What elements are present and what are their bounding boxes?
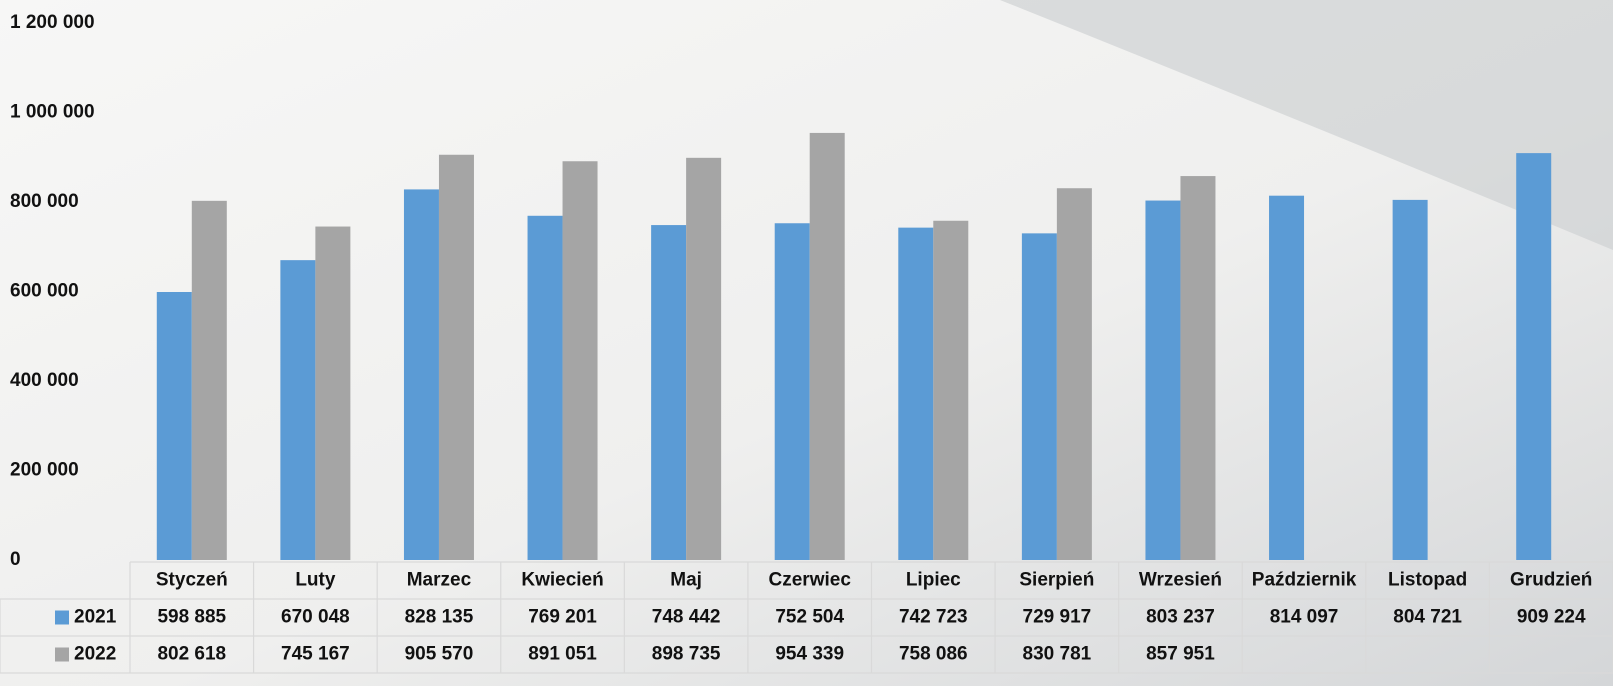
x-tick-label: Lipiec [906, 570, 961, 591]
x-tick-label: Maj [670, 570, 702, 591]
y-tick-label: 1 200 000 [10, 12, 95, 33]
bar [1056, 188, 1092, 560]
data-label: 769 201 [528, 607, 597, 628]
x-tick-label: Styczeń [156, 570, 228, 591]
data-label: 828 135 [405, 607, 474, 628]
x-tick-label: Kwiecień [521, 570, 603, 591]
bar [651, 225, 687, 560]
data-label: 748 442 [652, 607, 721, 628]
data-label: 905 570 [405, 644, 474, 665]
background-shape [1000, 0, 1613, 250]
legend-key [55, 610, 69, 625]
bar [315, 226, 351, 560]
data-label: 857 951 [1146, 644, 1215, 665]
x-tick-label: Marzec [407, 570, 472, 591]
data-label: 891 051 [528, 644, 597, 665]
data-label: 898 735 [652, 644, 721, 665]
bar [1145, 200, 1181, 560]
data-label: 804 721 [1393, 607, 1462, 628]
data-label: 742 723 [899, 607, 968, 628]
bar [191, 200, 227, 561]
bar [898, 227, 934, 560]
data-label: 909 224 [1517, 607, 1586, 628]
data-label: 814 097 [1270, 607, 1339, 628]
y-tick-label: 400 000 [10, 370, 79, 391]
x-tick-label: Luty [295, 570, 336, 591]
x-tick-label: Czerwiec [769, 570, 852, 591]
legend-key [55, 647, 69, 662]
bar [562, 161, 598, 560]
data-label: 745 167 [281, 644, 350, 665]
x-tick-label: Grudzień [1510, 570, 1592, 591]
legend-label: 2022 [74, 644, 116, 665]
data-label: 803 237 [1146, 607, 1215, 628]
bar [1516, 153, 1552, 560]
data-label: 752 504 [775, 607, 844, 628]
bar [686, 157, 722, 560]
y-tick-label: 1 000 000 [10, 102, 95, 123]
data-label: 670 048 [281, 607, 350, 628]
data-label: 830 781 [1023, 644, 1092, 665]
y-tick-label: 600 000 [10, 281, 79, 302]
data-label: 802 618 [157, 644, 226, 665]
bar [1180, 176, 1216, 560]
data-label: 598 885 [157, 607, 226, 628]
bar [1021, 233, 1057, 561]
x-tick-label: Sierpień [1019, 570, 1094, 591]
y-tick-label: 800 000 [10, 191, 79, 212]
data-label: 729 917 [1023, 607, 1092, 628]
x-tick-label: Listopad [1388, 570, 1467, 591]
bar [156, 291, 192, 560]
bar [280, 260, 316, 560]
y-tick-label: 0 [10, 549, 21, 570]
bar [774, 223, 810, 560]
bar [438, 154, 474, 560]
x-tick-label: Wrzesień [1139, 570, 1222, 591]
y-tick-label: 200 000 [10, 460, 79, 481]
legend-label: 2021 [74, 607, 117, 628]
bar [403, 189, 439, 560]
bar [809, 132, 845, 561]
bar [527, 215, 563, 561]
bar [1269, 195, 1305, 560]
data-label: 954 339 [775, 644, 844, 665]
bar [1392, 199, 1428, 560]
x-tick-label: Październik [1252, 570, 1357, 591]
bar [933, 220, 969, 560]
data-label: 758 086 [899, 644, 968, 665]
